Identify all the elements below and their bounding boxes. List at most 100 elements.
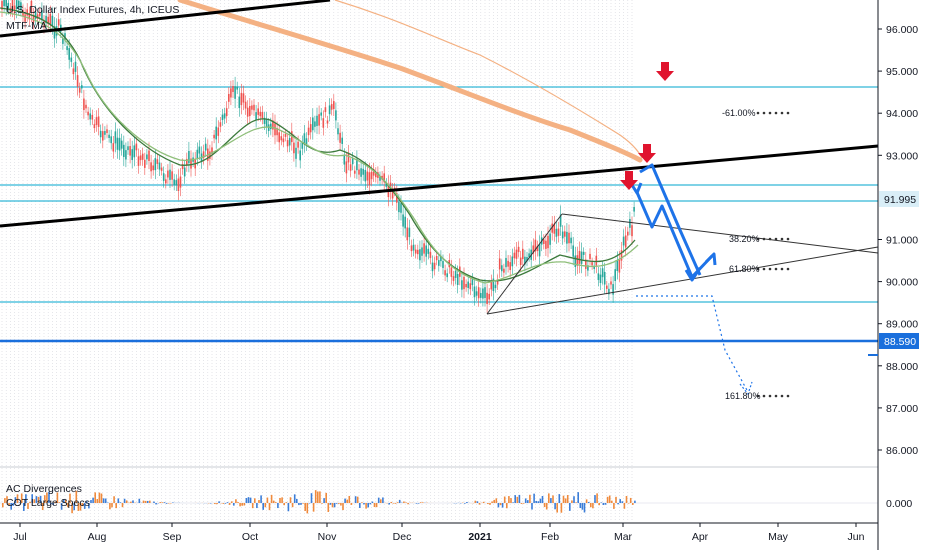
candle-body — [417, 249, 419, 255]
histogram-bar — [392, 503, 395, 504]
histogram-bar — [298, 503, 300, 506]
fib-dot — [780, 267, 784, 271]
fib-dot — [786, 267, 790, 271]
histogram-bar — [627, 503, 630, 504]
candle-body — [137, 156, 140, 166]
histogram-bar — [474, 500, 477, 503]
histogram-bar — [598, 503, 600, 506]
time-tick-label: Jun — [848, 531, 865, 543]
candle-body — [356, 158, 358, 171]
histogram-bar — [354, 496, 357, 503]
candle-body — [162, 173, 165, 181]
histogram-bar — [516, 496, 519, 503]
candle-body — [259, 111, 262, 117]
histogram-bar — [167, 503, 170, 504]
candle-body — [202, 151, 205, 159]
lower-indicator-label-1[interactable]: AC Divergences — [6, 483, 82, 495]
candle-body — [545, 240, 547, 249]
lower-indicator-label-2[interactable]: COT Large Specs — [6, 497, 90, 509]
histogram-bar — [569, 503, 571, 511]
histogram-bar — [117, 498, 120, 503]
histogram-bar — [335, 503, 338, 504]
candle-body — [11, 0, 14, 10]
histogram-bar — [275, 502, 277, 503]
price-tick-label: 96.000 — [886, 24, 918, 36]
candle-body — [578, 250, 581, 264]
histogram-bar — [77, 503, 80, 511]
histogram-bar — [543, 503, 546, 508]
histogram-bar — [163, 502, 166, 503]
candle-body — [549, 233, 551, 245]
histogram-bar — [216, 503, 218, 505]
histogram-bar — [69, 493, 71, 503]
price-axis[interactable]: 96.000 95.000 94.000 93.000 91.000 90.000 89.0… — [878, 24, 918, 457]
histogram-bar — [522, 503, 525, 504]
candle-body — [572, 245, 574, 257]
candle-body — [461, 280, 463, 290]
fib-dot — [762, 237, 766, 241]
candle-body — [272, 120, 274, 130]
histogram-bar — [497, 503, 500, 508]
candle-body — [236, 86, 238, 90]
candle-body — [631, 225, 633, 237]
candle-body — [412, 244, 415, 251]
histogram-bar — [165, 503, 168, 504]
candle-body — [179, 176, 182, 188]
histogram-bar — [283, 503, 285, 506]
candle-body — [427, 248, 430, 254]
projection-arrows — [630, 163, 717, 282]
histogram-bar — [560, 503, 563, 513]
candle-body — [442, 260, 444, 269]
histogram-bar — [350, 503, 353, 505]
candle-body — [299, 150, 301, 161]
histogram-bar — [113, 496, 115, 503]
histogram-bar — [594, 495, 596, 503]
candle-body — [618, 259, 621, 273]
symbol-title[interactable]: U.S. Dollar Index Futures, 4h, ICEUS — [6, 4, 180, 16]
candle-body — [559, 214, 562, 227]
histogram-bar — [300, 503, 302, 505]
fib-dot — [756, 237, 760, 241]
time-axis[interactable]: Jul Aug Sep Oct Nov Dec 2021 Feb Mar Apr May Jun — [13, 523, 865, 543]
candle-body — [123, 144, 125, 157]
histogram-bar — [487, 503, 489, 505]
histogram-bar — [247, 497, 250, 503]
candle-body — [425, 245, 427, 257]
candle-body — [398, 201, 400, 213]
candle-body — [39, 12, 41, 17]
histogram-bar — [583, 503, 586, 513]
histogram-bar — [419, 502, 422, 503]
histogram-bar — [281, 497, 283, 503]
fib-dot — [762, 111, 766, 115]
histogram-bar — [100, 493, 103, 503]
candle-body — [173, 179, 175, 185]
histogram-bar — [564, 498, 567, 503]
time-tick-label: Oct — [242, 531, 258, 543]
histogram-bar — [293, 494, 296, 503]
candle-body — [95, 117, 98, 125]
candle-body — [141, 153, 144, 160]
histogram-bar — [102, 498, 105, 503]
fib-dot — [762, 267, 766, 271]
candle-body — [104, 131, 106, 135]
histogram-bar — [621, 501, 624, 503]
histogram-bar — [552, 495, 554, 503]
histogram-bar — [596, 493, 598, 503]
candle-body — [435, 255, 438, 261]
candle-body — [601, 268, 604, 278]
histogram-bar — [115, 503, 117, 509]
candle-body — [89, 113, 91, 120]
candle-body — [152, 165, 154, 171]
candle-body — [18, 0, 20, 9]
histogram-bar — [510, 498, 512, 503]
histogram-bar — [48, 491, 50, 503]
ma-fast-line-2 — [0, 11, 639, 284]
candle-body — [375, 172, 377, 178]
candle-body — [379, 176, 381, 181]
candle-body — [146, 154, 148, 160]
histogram-bar — [33, 499, 36, 503]
indicator-label[interactable]: MTF-MA — [6, 20, 47, 32]
candle-body — [438, 260, 440, 266]
histogram-bar — [566, 495, 569, 503]
